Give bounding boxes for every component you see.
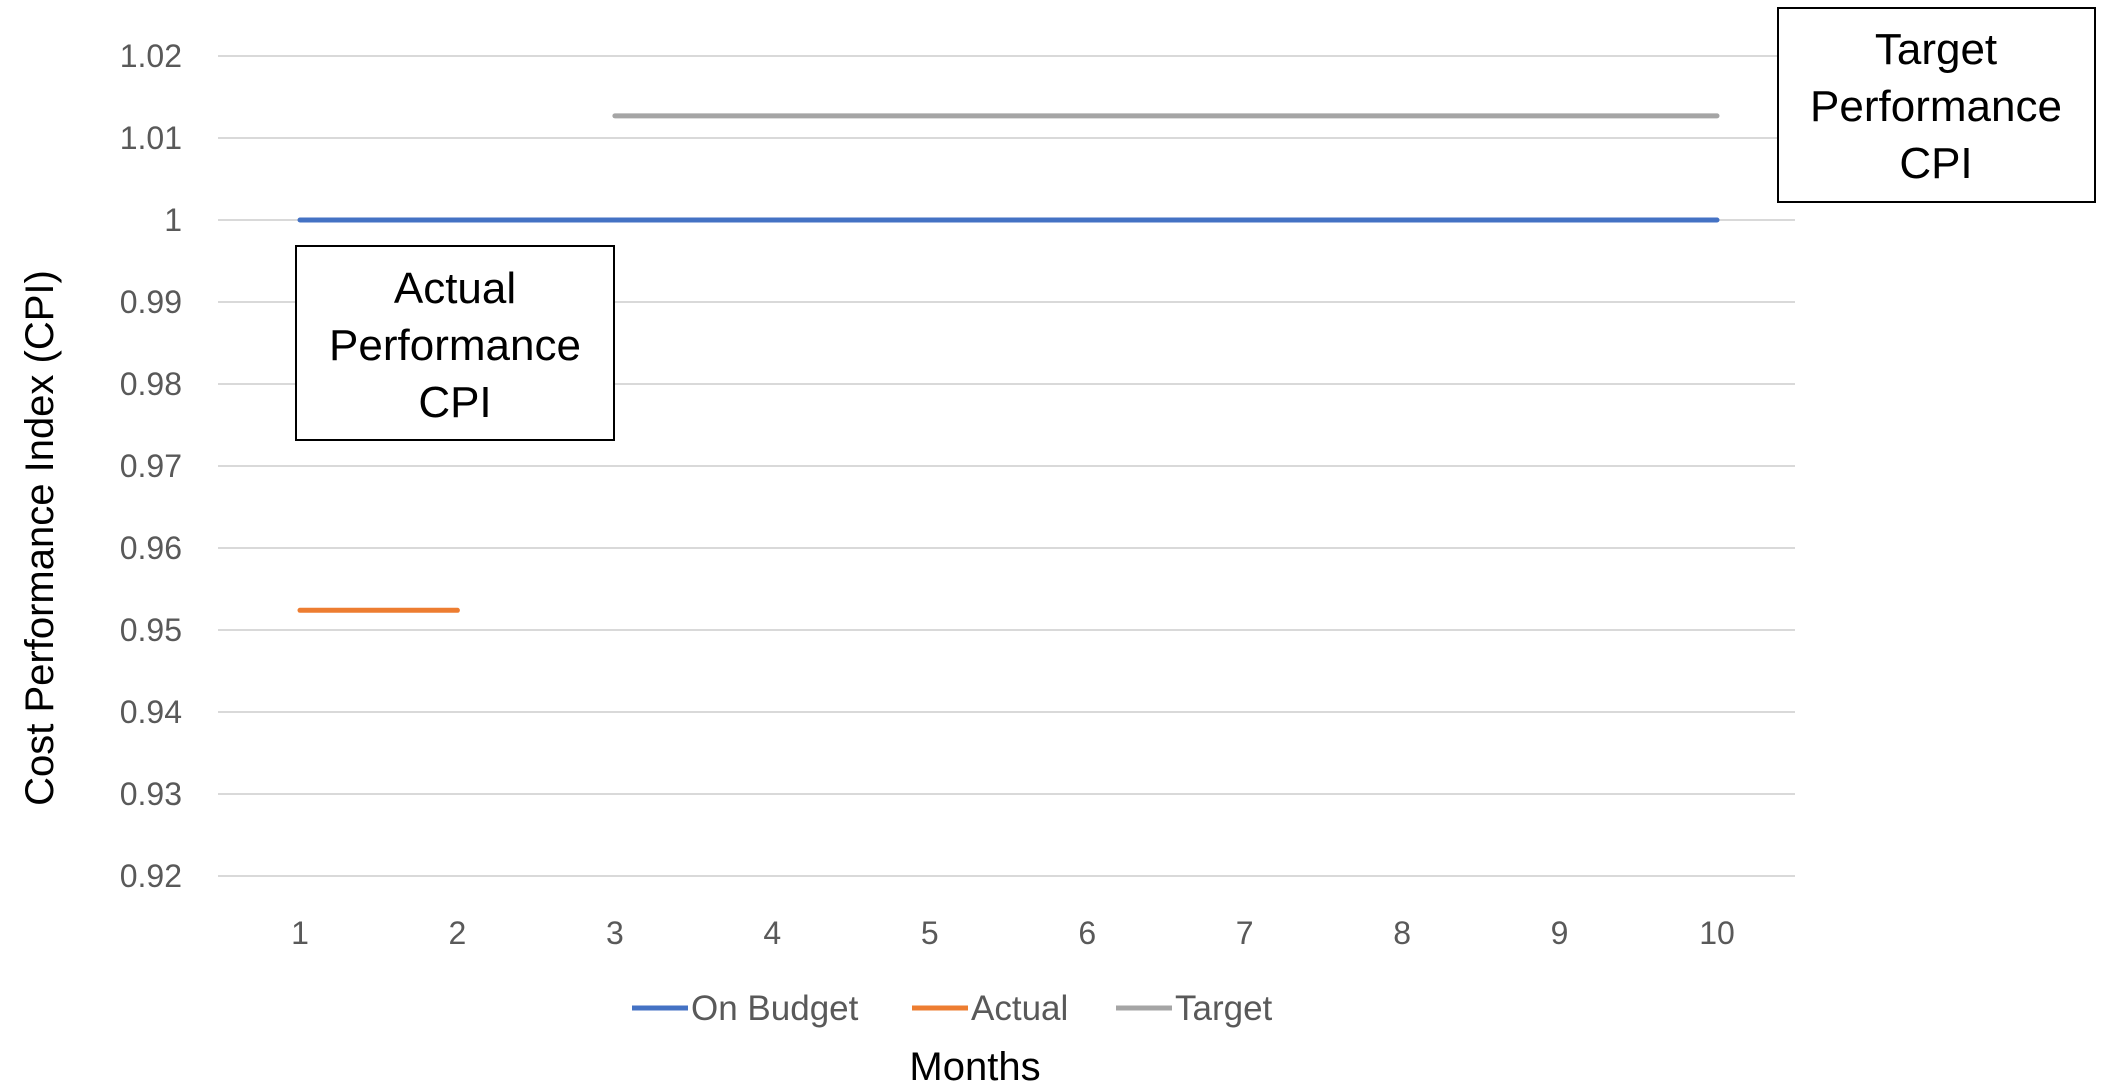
y-tick-label: 0.94 (120, 694, 182, 730)
y-tick-label: 0.92 (120, 858, 182, 894)
y-tick-label: 1 (164, 202, 182, 238)
annotation-line: CPI (1899, 139, 1972, 188)
x-tick-label: 8 (1393, 915, 1411, 951)
y-tick-label: 0.96 (120, 530, 182, 566)
x-tick-label: 10 (1699, 915, 1735, 951)
y-axis-title: Cost Performance Index (CPI) (18, 270, 62, 806)
annotation-target-box (1777, 7, 2096, 203)
gridlines (218, 55, 1795, 877)
y-tick-label: 0.99 (120, 284, 182, 320)
series-lines (297, 113, 1720, 613)
annotation-line: CPI (418, 378, 491, 427)
x-tick-label: 2 (449, 915, 467, 951)
legend-label: On Budget (691, 989, 859, 1028)
y-tick-label: 0.97 (120, 448, 182, 484)
annotation-line: Actual (394, 264, 516, 313)
x-tick-label: 1 (291, 915, 309, 951)
y-tick-label: 0.98 (120, 366, 182, 402)
annotation-actual-performance: Actual Performance CPI (295, 245, 615, 441)
x-axis-title: Months (909, 1045, 1040, 1089)
x-axis-ticks: 1 2 3 4 5 6 7 8 9 10 (291, 915, 1735, 951)
legend-label: Actual (971, 989, 1068, 1028)
x-tick-label: 9 (1551, 915, 1569, 951)
x-tick-label: 3 (606, 915, 624, 951)
legend: On Budget Actual Target (632, 989, 1273, 1028)
x-tick-label: 4 (763, 915, 781, 951)
annotation-actual-box (295, 245, 615, 441)
y-tick-label: 1.02 (120, 38, 182, 74)
x-tick-label: 6 (1078, 915, 1096, 951)
y-axis-ticks: 0.92 0.93 0.94 0.95 0.96 0.97 0.98 0.99 1 1.01 1.0… (120, 38, 182, 894)
y-tick-label: 0.93 (120, 776, 182, 812)
annotation-line: Performance (329, 321, 581, 370)
annotation-line: Performance (1810, 82, 2062, 131)
annotation-line: Target (1875, 25, 1997, 74)
legend-label: Target (1175, 989, 1273, 1028)
x-tick-label: 7 (1236, 915, 1254, 951)
y-tick-label: 1.01 (120, 120, 182, 156)
annotation-target-performance: Target Performance CPI (1777, 7, 2096, 203)
x-tick-label: 5 (921, 915, 939, 951)
y-tick-label: 0.95 (120, 612, 182, 648)
